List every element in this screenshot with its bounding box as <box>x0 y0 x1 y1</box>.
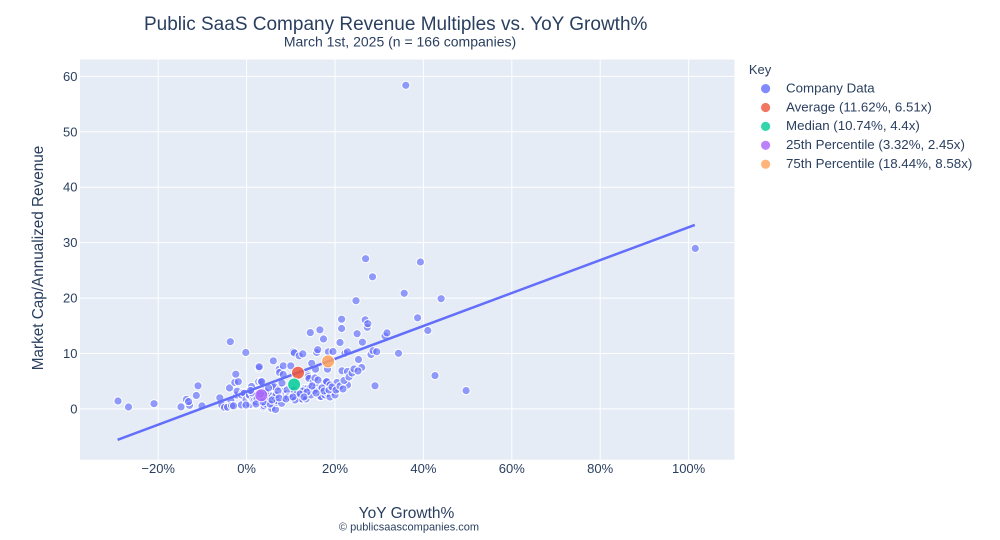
svg-text:© publicsaascompanies.com: © publicsaascompanies.com <box>339 522 479 534</box>
svg-text:0%: 0% <box>237 461 256 476</box>
svg-text:Company Data: Company Data <box>786 80 875 95</box>
svg-text:20%: 20% <box>322 461 348 476</box>
svg-text:Median (10.74%, 4.4x): Median (10.74%, 4.4x) <box>786 118 920 133</box>
svg-text:20: 20 <box>63 291 77 306</box>
svg-text:0: 0 <box>70 401 77 416</box>
svg-text:25th Percentile (3.32%, 2.45x): 25th Percentile (3.32%, 2.45x) <box>786 137 965 152</box>
svg-text:Market Cap/Annualized Revenue: Market Cap/Annualized Revenue <box>30 146 47 371</box>
svg-text:30: 30 <box>63 235 77 250</box>
svg-text:March 1st, 2025 (n = 166 compa: March 1st, 2025 (n = 166 companies) <box>284 33 516 49</box>
svg-text:100%: 100% <box>672 461 706 476</box>
svg-text:50: 50 <box>63 124 77 139</box>
svg-text:75th Percentile (18.44%, 8.58x: 75th Percentile (18.44%, 8.58x) <box>786 156 972 171</box>
svg-text:60: 60 <box>63 69 77 84</box>
svg-text:YoY Growth%: YoY Growth% <box>359 505 455 522</box>
svg-text:60%: 60% <box>499 461 525 476</box>
svg-text:−20%: −20% <box>141 461 175 476</box>
svg-text:40: 40 <box>63 180 77 195</box>
svg-text:Public SaaS Company Revenue Mu: Public SaaS Company Revenue Multiples vs… <box>144 14 648 35</box>
svg-text:Average (11.62%, 6.51x): Average (11.62%, 6.51x) <box>786 99 932 114</box>
svg-text:Key: Key <box>749 62 772 77</box>
svg-text:40%: 40% <box>410 461 436 476</box>
svg-text:80%: 80% <box>587 461 613 476</box>
svg-text:10: 10 <box>63 346 77 361</box>
